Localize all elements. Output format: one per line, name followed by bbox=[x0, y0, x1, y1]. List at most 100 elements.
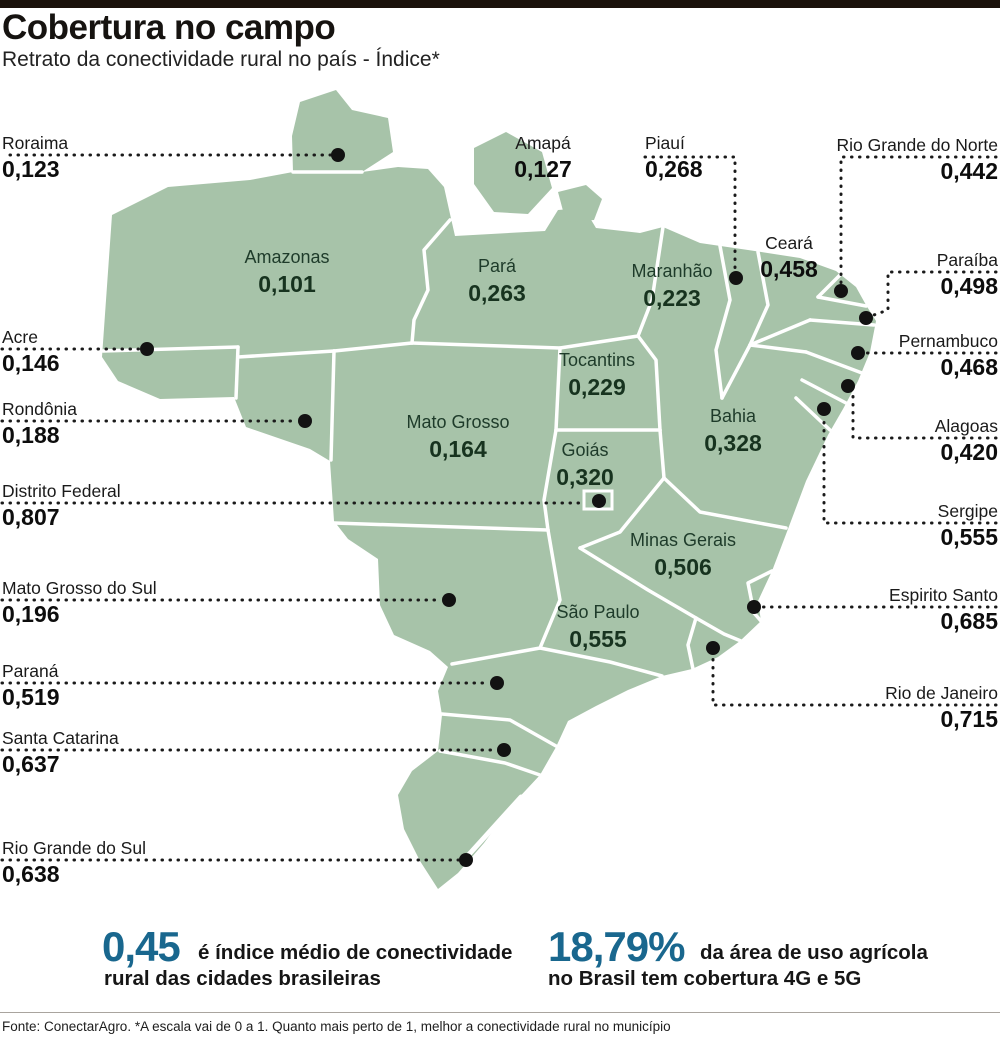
page-title: Cobertura no campo bbox=[2, 8, 336, 47]
state-label-goias: Goiás 0,320 bbox=[556, 440, 614, 489]
state-name: Mato Grosso do Sul bbox=[2, 578, 157, 598]
leader-lines bbox=[0, 153, 998, 862]
state-name: Distrito Federal bbox=[2, 481, 121, 501]
state-label-roraima: Roraima 0,123 bbox=[2, 133, 68, 181]
state-name: Rondônia bbox=[2, 399, 77, 419]
stat-coverage-line2: no Brasil tem cobertura 4G e 5G bbox=[548, 967, 862, 990]
state-label-parana: Paraná 0,519 bbox=[2, 661, 60, 709]
state-name: Amapá bbox=[515, 133, 571, 153]
state-borders bbox=[101, 170, 876, 777]
state-name: Pernambuco bbox=[898, 331, 998, 351]
state-label-alagoas: Alagoas 0,420 bbox=[935, 416, 998, 464]
state-name: Acre bbox=[2, 327, 38, 347]
state-label-santa-catarina: Santa Catarina 0,637 bbox=[2, 728, 119, 776]
state-name: Minas Gerais bbox=[629, 530, 737, 550]
state-index-value: 0,188 bbox=[2, 422, 60, 448]
brazil-landmass bbox=[102, 90, 876, 889]
marajo-island bbox=[558, 185, 602, 222]
state-label-amazonas: Amazonas 0,101 bbox=[244, 247, 329, 296]
state-index-value: 0,555 bbox=[569, 626, 627, 652]
state-name: Tocantins bbox=[558, 350, 636, 370]
state-name: Amazonas bbox=[244, 247, 330, 267]
state-index-value: 0,807 bbox=[2, 504, 60, 530]
state-label-pernambuco: Pernambuco 0,468 bbox=[899, 331, 998, 379]
state-label-rio-grande-do-sul: Rio Grande do Sul 0,638 bbox=[2, 838, 146, 886]
state-label-bahia: Bahia 0,328 bbox=[704, 406, 762, 455]
state-index-value: 0,164 bbox=[429, 436, 487, 462]
state-name: Mato Grosso bbox=[406, 412, 510, 432]
state-index-value: 0,637 bbox=[2, 751, 60, 777]
state-index-value: 0,420 bbox=[940, 439, 998, 465]
state-label-amapa: Amapá 0,127 bbox=[514, 133, 572, 181]
state-label-rondonia: Rondônia 0,188 bbox=[2, 399, 77, 447]
source-note: Fonte: ConectarAgro. *A escala vai de 0 … bbox=[2, 1019, 671, 1034]
state-index-value: 0,328 bbox=[704, 430, 762, 456]
state-label-rio-grande-do-norte: Rio Grande do Norte 0,442 bbox=[837, 135, 998, 183]
stat-coverage-value: 18,79% bbox=[548, 923, 685, 970]
stat-coverage-line1: da área de uso agrícola bbox=[700, 941, 928, 964]
state-label-sao-paulo: São Paulo 0,555 bbox=[556, 602, 639, 651]
state-label-acre: Acre 0,146 bbox=[2, 327, 60, 375]
state-index-value: 0,229 bbox=[568, 374, 626, 400]
amapa-shape bbox=[474, 132, 552, 214]
state-index-value: 0,458 bbox=[760, 256, 818, 282]
state-index-value: 0,506 bbox=[654, 554, 712, 580]
state-dots bbox=[140, 148, 873, 867]
state-name: Roraima bbox=[2, 133, 69, 153]
state-index-value: 0,498 bbox=[940, 273, 998, 299]
state-index-value: 0,519 bbox=[2, 684, 60, 710]
state-name: Paraíba bbox=[936, 250, 998, 270]
state-index-value: 0,468 bbox=[940, 354, 998, 380]
state-index-value: 0,442 bbox=[940, 158, 998, 184]
top-bar bbox=[0, 0, 1000, 8]
state-label-ceara: Ceará 0,458 bbox=[760, 233, 818, 281]
state-label-mato-grosso: Mato Grosso 0,164 bbox=[406, 412, 509, 461]
state-label-sergipe: Sergipe 0,555 bbox=[938, 501, 998, 549]
state-name: Ceará bbox=[765, 233, 813, 253]
rs-lagoon-line bbox=[460, 794, 524, 864]
state-index-value: 0,715 bbox=[940, 706, 998, 732]
state-index-value: 0,320 bbox=[556, 464, 614, 490]
state-index-value: 0,196 bbox=[2, 601, 60, 627]
state-name: Goiás bbox=[561, 440, 609, 460]
state-label-mato-grosso-do-sul: Mato Grosso do Sul 0,196 bbox=[2, 578, 157, 626]
state-index-value: 0,146 bbox=[2, 350, 60, 376]
stat-average-line1: é índice médio de conectividade bbox=[198, 941, 513, 964]
state-label-espirito-santo: Espirito Santo 0,685 bbox=[889, 585, 998, 633]
stat-average-line2: rural das cidades brasileiras bbox=[104, 967, 381, 990]
state-index-value: 0,223 bbox=[643, 285, 701, 311]
state-name: Maranhão bbox=[631, 261, 713, 281]
state-index-value: 0,123 bbox=[2, 156, 60, 182]
state-name: Santa Catarina bbox=[2, 728, 119, 748]
state-name: Paraná bbox=[2, 661, 59, 681]
state-name: Piauí bbox=[645, 133, 685, 153]
state-name: Sergipe bbox=[937, 501, 998, 521]
footer: Fonte: ConectarAgro. *A escala vai de 0 … bbox=[0, 1012, 1000, 1034]
state-index-value: 0,127 bbox=[514, 156, 572, 182]
state-index-value: 0,268 bbox=[645, 156, 703, 182]
distrito-federal-box bbox=[582, 489, 614, 511]
state-name: São Paulo bbox=[556, 602, 640, 622]
state-name: Alagoas bbox=[934, 416, 998, 436]
state-index-value: 0,555 bbox=[940, 524, 998, 550]
state-label-maranhao: Maranhão 0,223 bbox=[631, 261, 712, 310]
state-label-minas-gerais: Minas Gerais 0,506 bbox=[630, 530, 736, 579]
state-index-value: 0,101 bbox=[258, 271, 316, 297]
state-name: Rio de Janeiro bbox=[885, 683, 998, 703]
page-subtitle: Retrato da conectividade rural no país -… bbox=[2, 48, 440, 71]
state-label-paraiba: Paraíba 0,498 bbox=[937, 250, 998, 298]
stat-average-value: 0,45 bbox=[102, 923, 181, 970]
state-label-distrito-federal: Distrito Federal 0,807 bbox=[2, 481, 121, 529]
state-name: Pará bbox=[477, 256, 517, 276]
state-name: Rio Grande do Sul bbox=[2, 838, 146, 858]
state-name: Bahia bbox=[709, 406, 757, 426]
state-label-para: Pará 0,263 bbox=[468, 256, 526, 305]
state-name: Espirito Santo bbox=[889, 585, 998, 605]
state-index-value: 0,685 bbox=[940, 608, 998, 634]
state-index-value: 0,263 bbox=[468, 280, 526, 306]
state-label-rio-de-janeiro: Rio de Janeiro 0,715 bbox=[885, 683, 998, 731]
state-label-piaui: Piauí 0,268 bbox=[645, 133, 703, 181]
